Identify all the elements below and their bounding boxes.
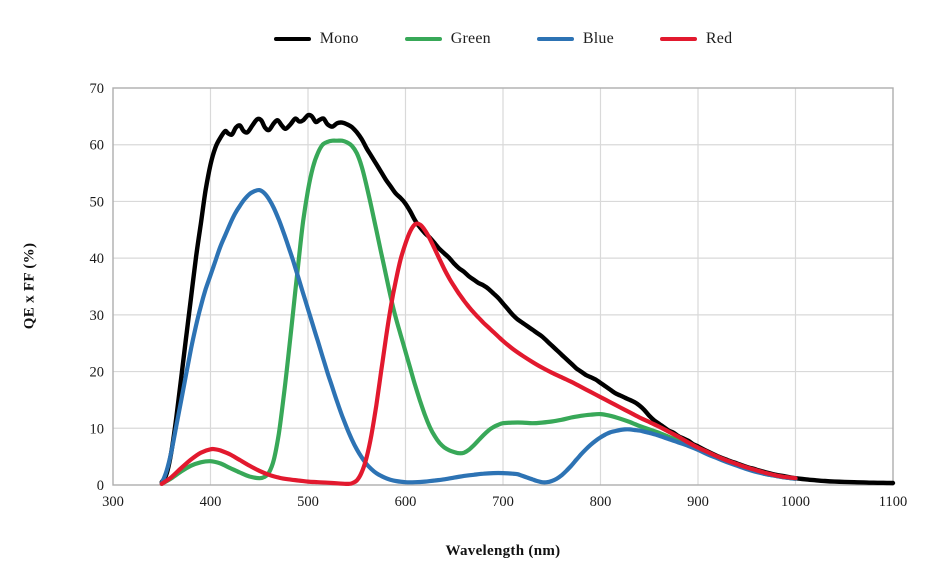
legend-label-green: Green: [450, 30, 491, 47]
legend-item-red: Red: [659, 30, 733, 48]
y-tick-30: 30: [90, 308, 105, 324]
curve-blue: [159, 187, 798, 486]
x-tick-300: 300: [102, 494, 124, 510]
y-tick-60: 60: [90, 138, 105, 154]
legend-swatch-blue: [536, 37, 574, 41]
plot-frame: [112, 87, 894, 486]
x-tick-1100: 1100: [879, 494, 907, 510]
x-tick-600: 600: [395, 494, 417, 510]
x-tick-700: 700: [492, 494, 514, 510]
chart-legend: Mono Green Blue Red: [113, 30, 893, 48]
legend-item-mono: Mono: [273, 30, 359, 48]
x-tick-800: 800: [590, 494, 612, 510]
y-tick-50: 50: [90, 194, 105, 210]
x-axis-title: Wavelength (nm): [445, 543, 561, 559]
curve-green: [159, 138, 798, 486]
legend-swatch-green: [404, 37, 442, 41]
y-tick-40: 40: [90, 251, 105, 267]
legend-label-red: Red: [705, 30, 733, 47]
y-tick-10: 10: [90, 421, 105, 437]
legend-swatch-red: [659, 37, 697, 41]
legend-label-mono: Mono: [319, 30, 359, 47]
legend-label-blue: Blue: [582, 30, 614, 47]
curve-red: [159, 221, 798, 486]
legend-item-green: Green: [404, 30, 491, 48]
x-tick-500: 500: [297, 494, 319, 510]
legend-item-blue: Blue: [536, 30, 614, 48]
y-tick-20: 20: [90, 365, 105, 381]
x-tick-900: 900: [687, 494, 709, 510]
y-tick-70: 70: [90, 81, 105, 97]
x-tick-400: 400: [200, 494, 222, 510]
legend-swatch-mono: [273, 37, 311, 41]
x-tick-1000: 1000: [781, 494, 810, 510]
y-tick-0: 0: [97, 478, 104, 494]
